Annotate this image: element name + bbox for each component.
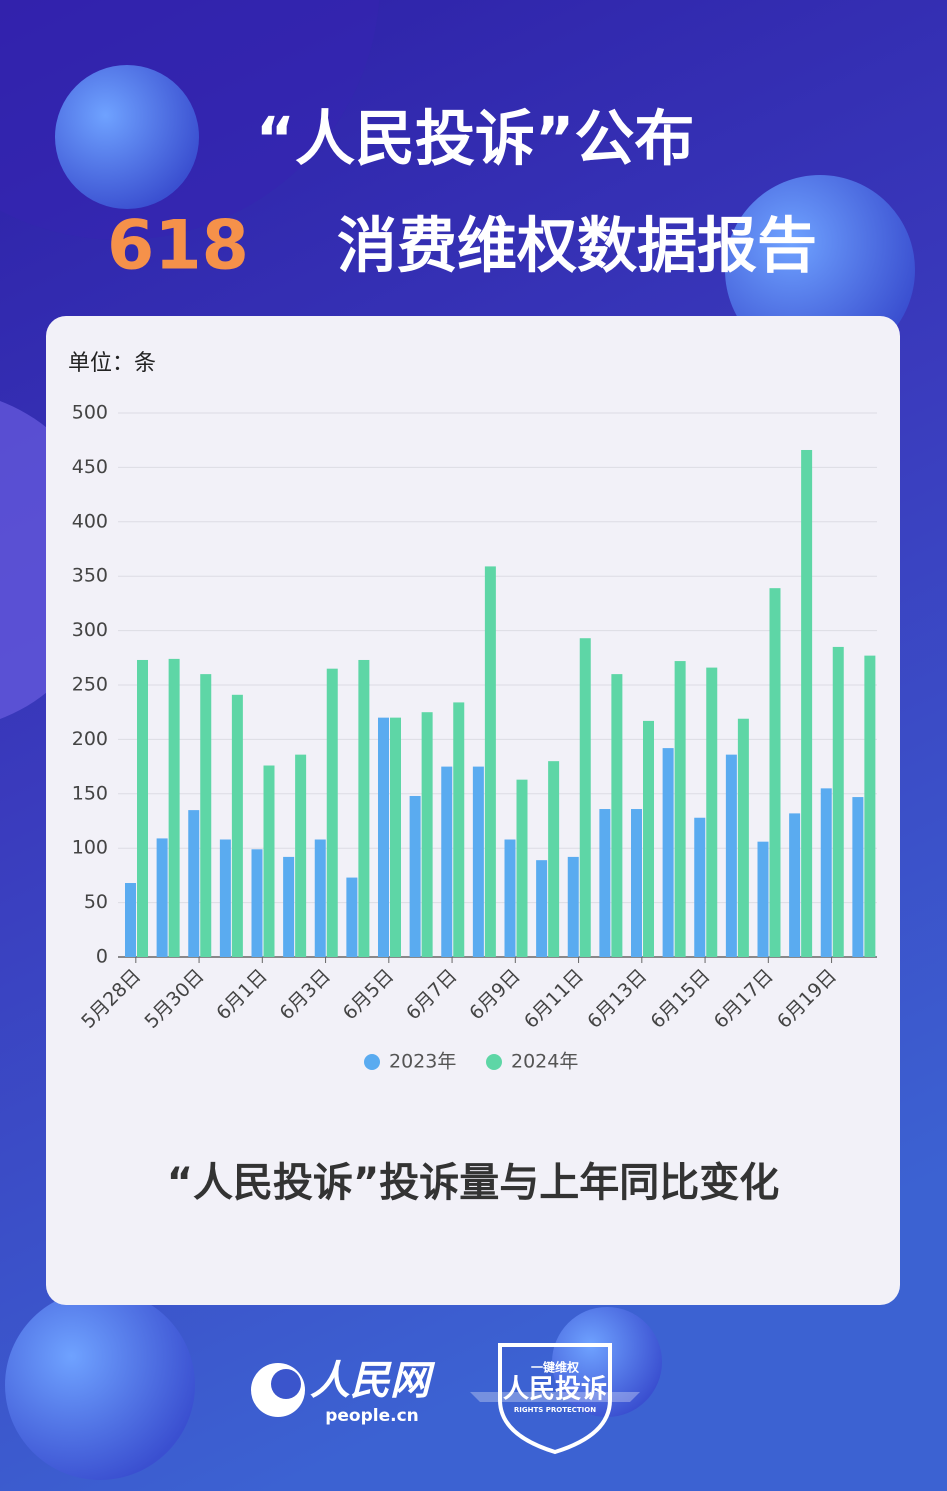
bar	[168, 658, 180, 957]
decor-circle	[5, 1290, 195, 1480]
bar	[137, 659, 148, 957]
bar	[453, 702, 465, 957]
y-tick-label: 50	[84, 891, 108, 913]
bar	[263, 765, 275, 957]
bar	[567, 856, 579, 957]
bar	[125, 883, 136, 957]
bar	[852, 797, 864, 957]
y-tick-label: 200	[72, 728, 108, 750]
legend-label: 2023年	[389, 1051, 456, 1073]
bar	[231, 694, 243, 957]
caption: “人民投诉”投诉量与上年同比变化	[167, 1160, 780, 1206]
bar	[441, 766, 453, 957]
bar	[631, 809, 642, 957]
badge-name: 人民投诉	[503, 1375, 607, 1405]
bar	[516, 779, 528, 957]
bar	[769, 588, 781, 957]
bar	[504, 839, 516, 957]
legend-marker	[486, 1054, 502, 1070]
bar	[694, 817, 706, 957]
bar	[820, 788, 832, 957]
bar	[706, 667, 718, 957]
bar	[599, 809, 611, 957]
logo-icon	[271, 1369, 301, 1399]
bar	[251, 849, 263, 957]
y-tick-label: 100	[72, 837, 108, 859]
decor-circle	[552, 1307, 662, 1417]
badge-shield	[498, 1343, 612, 1455]
bar	[579, 638, 591, 957]
bar	[295, 754, 307, 957]
unit-label: 单位：条	[68, 351, 156, 376]
legend-marker	[364, 1054, 380, 1070]
bar	[536, 860, 548, 957]
y-tick-label: 150	[72, 782, 108, 804]
title-number: 618	[107, 207, 249, 286]
bar	[643, 720, 654, 957]
bar	[346, 877, 358, 957]
bar	[421, 712, 433, 957]
bar	[548, 761, 560, 957]
bar	[484, 566, 496, 957]
bar	[801, 449, 813, 957]
bar	[832, 646, 844, 957]
bar	[472, 766, 484, 957]
legend-label: 2024年	[511, 1051, 578, 1073]
bar	[188, 810, 200, 957]
y-tick-label: 500	[72, 402, 108, 424]
bar	[378, 717, 389, 957]
bar	[358, 659, 370, 957]
bar	[326, 668, 338, 957]
logo-url: people.cn	[325, 1406, 419, 1426]
bar	[219, 839, 231, 957]
badge-ribbon	[470, 1392, 640, 1402]
bar	[789, 813, 801, 957]
title-line2: 消费维权数据报告	[337, 212, 817, 282]
bar	[283, 856, 295, 957]
bar	[409, 795, 421, 957]
bar	[314, 839, 326, 957]
y-tick-label: 400	[72, 510, 108, 532]
y-tick-label: 300	[72, 619, 108, 641]
y-tick-label: 350	[72, 565, 108, 587]
logo-name: 人民网	[310, 1358, 436, 1403]
y-tick-label: 250	[72, 674, 108, 696]
bar	[200, 674, 212, 957]
badge-sub: RIGHTS PROTECTION	[514, 1406, 596, 1414]
title-line1: “人民投诉”公布	[256, 105, 695, 175]
y-tick-label: 450	[72, 456, 108, 478]
bar	[156, 838, 168, 957]
decor-circle	[55, 65, 199, 209]
bar	[662, 748, 674, 957]
bar	[725, 754, 737, 957]
bar	[737, 718, 749, 957]
y-tick-label: 0	[96, 946, 108, 968]
badge-top: 一键维权	[531, 1360, 580, 1375]
bar	[864, 655, 876, 957]
bar	[390, 717, 401, 957]
bar	[611, 674, 623, 957]
bar	[757, 841, 769, 957]
bar	[674, 661, 686, 957]
